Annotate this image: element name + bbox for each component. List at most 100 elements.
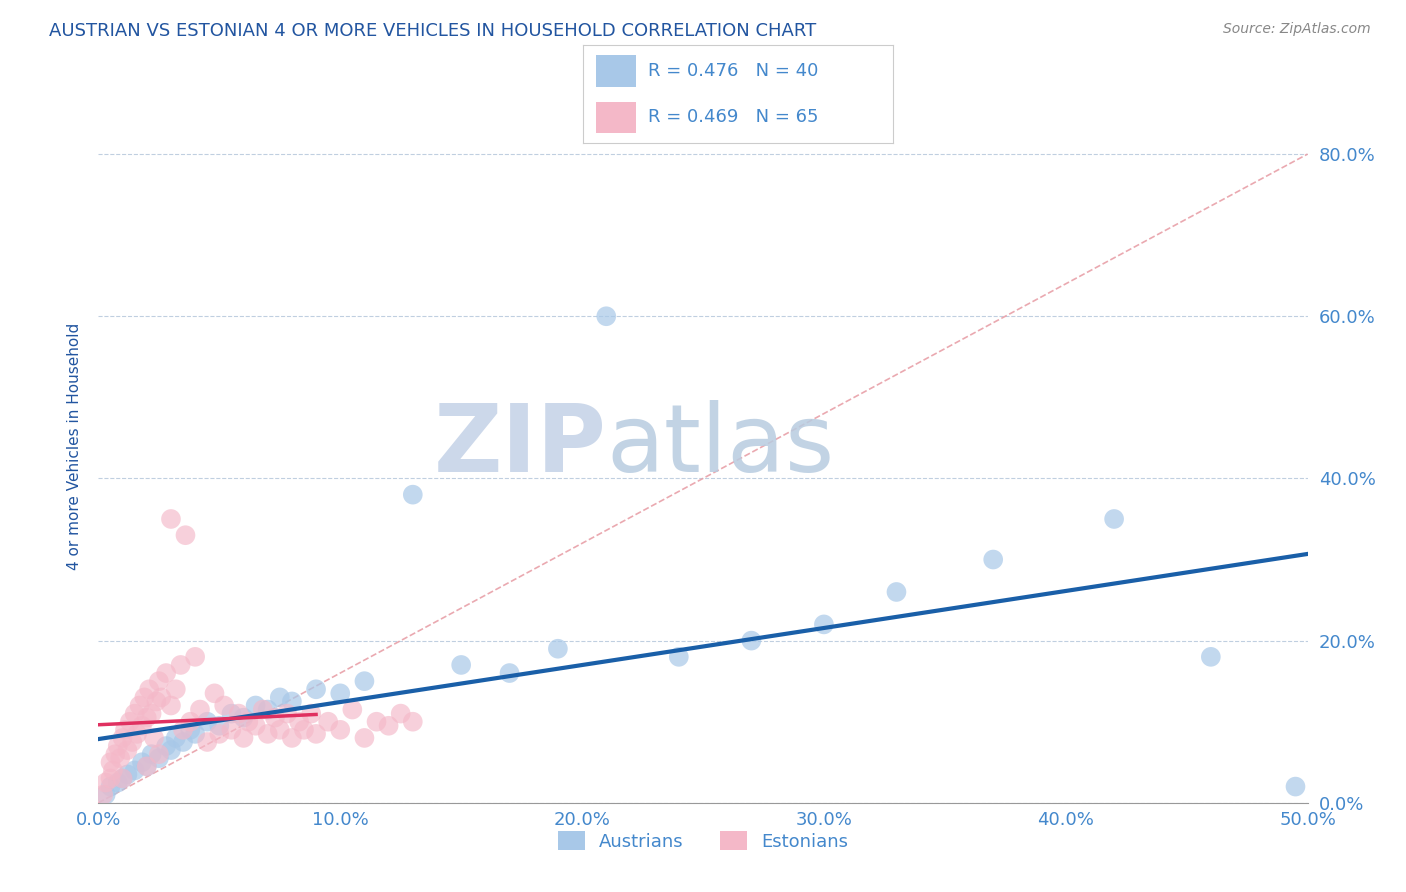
Point [160,743,183,757]
Legend: Austrians, Estonians: Austrians, Estonians [550,824,856,858]
Point [232,711,254,725]
Point [160,512,183,526]
Point [299,706,322,721]
Point [245,719,267,733]
Text: R = 0.469   N = 65: R = 0.469 N = 65 [648,108,818,126]
Point [740,633,762,648]
Point [813,617,835,632]
Point [232,731,254,745]
Point [128,698,150,713]
Point [155,739,177,753]
Point [269,690,291,705]
Point [160,698,183,713]
Point [281,731,304,745]
Point [108,751,131,765]
Point [179,723,201,737]
Point [886,585,908,599]
Point [221,706,243,721]
Point [117,743,139,757]
Point [131,756,153,770]
Text: R = 0.476   N = 40: R = 0.476 N = 40 [648,62,818,80]
Point [981,552,1004,566]
Text: ZIP: ZIP [433,400,606,492]
Text: AUSTRIAN VS ESTONIAN 4 OR MORE VEHICLES IN HOUSEHOLD CORRELATION CHART: AUSTRIAN VS ESTONIAN 4 OR MORE VEHICLES … [49,22,817,40]
Point [118,714,141,729]
Point [256,727,278,741]
Point [91,788,114,802]
Point [127,727,149,741]
Point [172,735,194,749]
Point [188,702,211,716]
Point [148,747,170,761]
Point [1102,512,1125,526]
Point [212,698,235,713]
Point [169,657,191,672]
Point [114,723,136,737]
Point [498,666,520,681]
Point [595,310,617,324]
Point [353,674,375,689]
Point [450,657,472,672]
Point [377,719,399,733]
Point [329,686,352,700]
Point [100,772,122,786]
Point [1199,649,1222,664]
Point [100,756,122,770]
Point [111,731,134,745]
Point [276,706,298,721]
Point [143,731,166,745]
Point [117,767,139,781]
Point [342,702,364,716]
Point [141,747,163,761]
Y-axis label: 4 or more Vehicles in Household: 4 or more Vehicles in Household [66,322,82,570]
Point [329,723,352,737]
Point [111,772,134,786]
Point [165,731,187,745]
Point [174,528,197,542]
Point [165,682,187,697]
Point [135,711,157,725]
Point [256,702,278,716]
Point [124,706,146,721]
Point [111,772,134,786]
Point [353,731,375,745]
Point [316,714,339,729]
Point [107,775,129,789]
Point [288,714,311,729]
Point [131,719,153,733]
Point [1284,780,1306,794]
Point [124,764,146,778]
Point [668,649,690,664]
Point [402,488,425,502]
Point [179,714,201,729]
Point [100,780,122,794]
Point [138,682,160,697]
Point [402,714,425,729]
Point [135,759,157,773]
Point [94,788,117,802]
Point [94,775,117,789]
Point [107,739,129,753]
Bar [596,102,636,133]
Point [135,759,157,773]
Point [121,735,143,749]
Point [245,698,267,713]
Point [204,686,226,700]
Text: atlas: atlas [606,400,835,492]
Point [141,706,163,721]
Point [150,690,173,705]
Point [134,690,156,705]
Point [155,666,177,681]
Point [184,727,207,741]
Point [195,735,218,749]
Point [145,694,167,708]
Point [148,751,170,765]
Point [547,641,569,656]
Text: Source: ZipAtlas.com: Source: ZipAtlas.com [1223,22,1371,37]
Point [104,747,127,761]
Point [269,723,291,737]
Point [238,714,260,729]
Point [264,711,287,725]
Point [305,727,328,741]
Bar [596,55,636,87]
